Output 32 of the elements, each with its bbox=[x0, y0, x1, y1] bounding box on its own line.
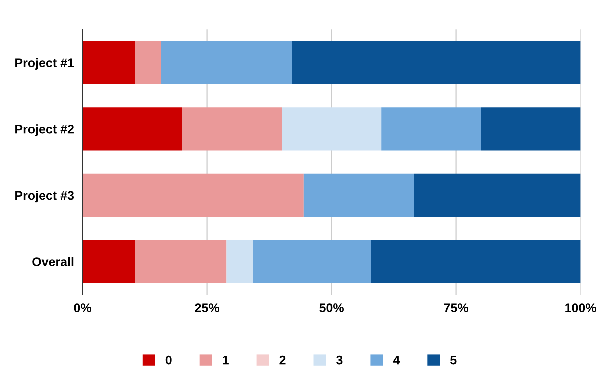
bar bbox=[82, 174, 304, 218]
legend-label: 5 bbox=[450, 356, 457, 365]
legend-label: 0 bbox=[166, 356, 172, 365]
bar bbox=[226, 240, 254, 284]
bar bbox=[253, 240, 372, 284]
x-tick-label: 100% bbox=[566, 304, 596, 312]
bar bbox=[481, 108, 581, 151]
legend-label: 1 bbox=[223, 356, 229, 365]
y-tick-label: Project #3 bbox=[16, 190, 74, 203]
bar bbox=[292, 41, 581, 84]
x-tick-label: 50% bbox=[320, 304, 344, 312]
legend-label: 3 bbox=[336, 356, 343, 365]
bar bbox=[82, 108, 182, 151]
y-tick-label: Project #1 bbox=[16, 58, 74, 70]
bar bbox=[371, 240, 581, 284]
bar bbox=[304, 174, 414, 218]
bar bbox=[282, 108, 382, 151]
bar bbox=[82, 41, 136, 84]
bar bbox=[414, 174, 581, 218]
x-tick-label: 75% bbox=[444, 304, 468, 312]
bar bbox=[135, 41, 162, 84]
y-tick-label: Project #2 bbox=[16, 124, 74, 136]
y-tick-label: Overall bbox=[32, 257, 74, 266]
bar bbox=[182, 108, 282, 151]
bar bbox=[382, 108, 482, 151]
bar bbox=[135, 240, 227, 284]
legend-label: 4 bbox=[393, 356, 400, 365]
x-tick-label: 0% bbox=[74, 304, 92, 312]
bar bbox=[161, 41, 292, 84]
x-tick-label: 25% bbox=[195, 304, 220, 312]
bar bbox=[82, 240, 136, 284]
legend-label: 2 bbox=[280, 356, 286, 365]
